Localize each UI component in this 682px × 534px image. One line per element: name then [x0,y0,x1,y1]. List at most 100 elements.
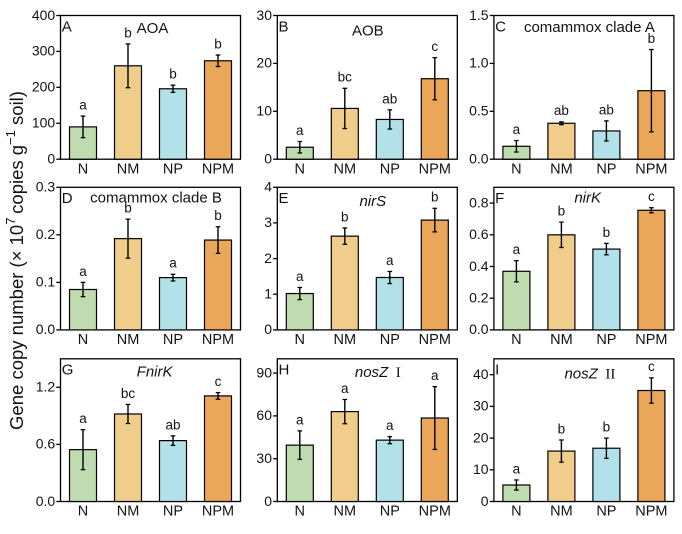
svg-text:b: b [603,225,611,240]
svg-text:nirK: nirK [574,189,602,206]
svg-text:0.3: 0.3 [36,179,56,195]
svg-text:4: 4 [264,179,272,195]
svg-text:NP: NP [163,504,183,520]
svg-text:1.2: 1.2 [36,379,56,395]
svg-text:0.2: 0.2 [36,226,56,242]
svg-text:N: N [295,332,305,348]
svg-text:A: A [62,18,72,35]
svg-text:NPM: NPM [635,504,667,520]
svg-text:NPM: NPM [419,332,451,348]
svg-text:NM: NM [117,161,140,177]
svg-text:N: N [511,332,521,348]
svg-text:NP: NP [596,161,616,177]
svg-text:NP: NP [380,161,400,177]
svg-text:ab: ab [165,417,180,432]
svg-text:ab: ab [382,91,397,106]
svg-text:FnirK: FnirK [137,363,174,380]
svg-text:0.6: 0.6 [469,226,489,242]
svg-text:0: 0 [264,493,272,509]
svg-text:C: C [495,18,506,35]
svg-text:200: 200 [32,79,56,95]
svg-text:I: I [495,362,499,379]
svg-text:c: c [648,359,655,374]
svg-text:N: N [78,332,88,348]
svg-text:NP: NP [380,332,400,348]
svg-text:b: b [214,208,222,223]
svg-text:a: a [296,123,304,138]
svg-text:100: 100 [32,115,56,131]
svg-text:ab: ab [554,103,569,118]
svg-text:F: F [495,190,504,207]
svg-text:60: 60 [256,407,272,423]
svg-text:0.0: 0.0 [469,321,489,337]
svg-text:10: 10 [256,103,272,119]
svg-text:a: a [296,269,304,284]
svg-text:NM: NM [117,504,140,520]
svg-text:30: 30 [473,398,489,414]
svg-text:0: 0 [47,151,55,167]
svg-text:a: a [79,97,87,112]
svg-text:c: c [215,374,222,389]
svg-text:NP: NP [380,504,400,520]
svg-text:comammox clade A: comammox clade A [524,19,655,36]
svg-text:nosZ II: nosZ II [564,366,615,383]
svg-text:a: a [169,256,177,271]
svg-text:0: 0 [264,151,272,167]
svg-text:0.0: 0.0 [469,151,489,167]
svg-text:10: 10 [473,461,489,477]
svg-text:0.0: 0.0 [36,493,56,509]
svg-text:H: H [279,362,290,379]
svg-text:0.8: 0.8 [469,194,489,210]
svg-text:N: N [295,504,305,520]
svg-text:3: 3 [264,214,272,230]
svg-text:NM: NM [117,332,140,348]
svg-text:bc: bc [121,386,136,401]
svg-text:NM: NM [334,332,357,348]
svg-text:NP: NP [163,332,183,348]
svg-text:NM: NM [550,504,573,520]
svg-text:a: a [296,412,304,427]
svg-text:b: b [341,209,349,224]
svg-text:0.1: 0.1 [36,274,56,290]
svg-text:b: b [214,36,222,51]
svg-text:c: c [431,39,438,54]
svg-text:AOB: AOB [352,23,384,40]
svg-text:20: 20 [473,429,489,445]
svg-text:1.5: 1.5 [469,7,489,23]
svg-text:0.5: 0.5 [469,103,489,119]
svg-text:G: G [62,362,74,379]
svg-text:40: 40 [473,366,489,382]
svg-text:0: 0 [264,321,272,337]
svg-text:b: b [124,201,132,216]
svg-text:AOA: AOA [137,20,169,37]
svg-text:a: a [79,264,87,279]
svg-text:NM: NM [550,332,573,348]
svg-text:30: 30 [256,7,272,23]
svg-text:0.6: 0.6 [36,436,56,452]
svg-text:c: c [648,189,655,204]
svg-text:NM: NM [334,161,357,177]
svg-text:nosZ I: nosZ I [355,364,401,381]
svg-text:90: 90 [256,364,272,380]
svg-text:ab: ab [599,102,614,117]
svg-text:NPM: NPM [419,504,451,520]
svg-text:Gene copy number (× 107 copies: Gene copy number (× 107 copies g−1 soil) [3,91,27,430]
svg-text:D: D [62,190,73,207]
svg-text:b: b [169,67,177,82]
svg-text:a: a [513,461,521,476]
svg-text:b: b [558,204,566,219]
svg-text:NP: NP [163,161,183,177]
svg-text:a: a [386,418,394,433]
svg-text:1: 1 [264,286,272,302]
svg-text:b: b [558,421,566,436]
svg-text:b: b [124,25,132,40]
svg-text:N: N [78,504,88,520]
svg-text:B: B [279,18,289,35]
svg-text:30: 30 [256,450,272,466]
svg-text:0.0: 0.0 [36,321,56,337]
svg-text:300: 300 [32,43,56,59]
svg-text:b: b [431,190,439,205]
svg-text:comammox clade B: comammox clade B [90,190,222,207]
svg-text:20: 20 [256,55,272,71]
svg-text:NP: NP [596,332,616,348]
